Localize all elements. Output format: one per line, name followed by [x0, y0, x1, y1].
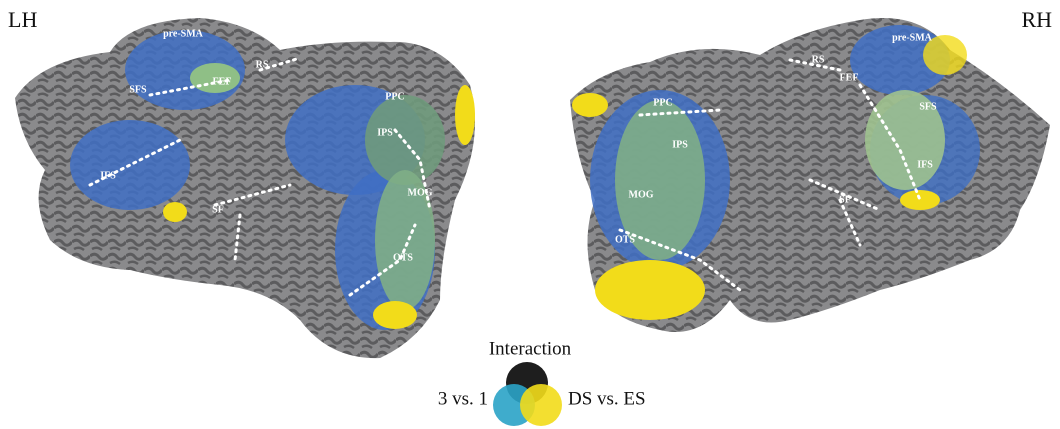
- region-label: IPS: [672, 139, 688, 150]
- region-label: PPC: [385, 91, 404, 102]
- region-label: pre-SMA: [892, 32, 933, 43]
- region-label: MOG: [408, 187, 433, 198]
- region-label: IPS: [377, 127, 393, 138]
- region-label: MOG: [629, 189, 654, 200]
- hemisphere-label: RH: [1021, 7, 1052, 32]
- region-label: RS: [256, 59, 269, 70]
- region-label: SF: [839, 194, 851, 205]
- legend-right: DS vs. ES: [568, 388, 646, 409]
- region-label: IFS: [917, 159, 933, 170]
- lh-flatmap: [15, 18, 475, 358]
- venn-legend: [493, 362, 562, 426]
- legend-left: 3 vs. 1: [438, 388, 488, 409]
- region-label: SFS: [919, 101, 937, 112]
- region-label: OTS: [615, 234, 635, 245]
- region-label: IFS: [100, 170, 116, 181]
- region-label: PPC: [653, 97, 672, 108]
- figure: LH pre-SMA FEF RS SFS PPC IPS IFS SF MOG OTS RH pre-…: [0, 0, 1060, 429]
- region-label: RS: [812, 54, 825, 65]
- region-label: FEF: [213, 76, 232, 87]
- region-label: SFS: [129, 84, 147, 95]
- region-label: OTS: [393, 252, 413, 263]
- hemisphere-label: LH: [8, 7, 37, 32]
- region-label: SF: [212, 204, 224, 215]
- venn-ds-es: [520, 384, 562, 426]
- region-label: FEF: [840, 72, 859, 83]
- region-label: pre-SMA: [163, 28, 204, 39]
- legend-title: Interaction: [489, 338, 572, 359]
- rh-flatmap: [570, 18, 1050, 332]
